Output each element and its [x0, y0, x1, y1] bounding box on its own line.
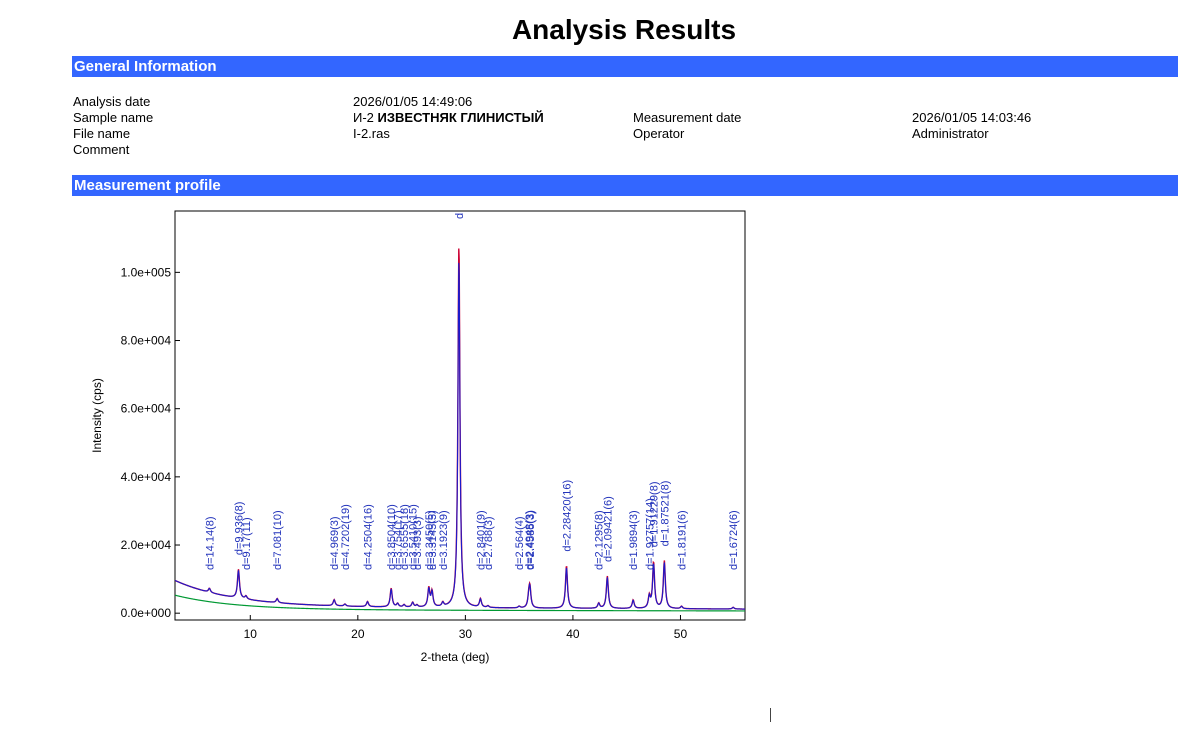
peak-label: d=14.14(8)	[204, 516, 216, 570]
x-tick-label: 30	[459, 627, 473, 641]
background-series	[175, 594, 745, 612]
peak-label: d=1.91229(8)	[649, 482, 661, 548]
peak-label: d	[454, 213, 466, 219]
peak-label: d=2.8401(9)	[475, 510, 487, 570]
y-tick-label: 8.0e+004	[121, 334, 172, 348]
x-tick-label: 20	[351, 627, 365, 641]
report-title: Analysis Results	[511, 14, 737, 45]
comment-label: Comment	[73, 142, 130, 157]
peak-label: d=3.493(3)	[412, 516, 424, 570]
peak-label: d=3.754(17)	[393, 510, 405, 570]
peak-label: d=1.92757(14)	[644, 498, 656, 570]
peak-label: d=3.3145(5)	[427, 510, 439, 570]
analysis-date-label: Analysis date	[73, 94, 151, 109]
operator-value: Administrator	[912, 126, 989, 141]
y-tick-label: 1.0e+005	[121, 265, 172, 279]
y-tick-label: 0.0e+000	[121, 606, 172, 620]
peak-label: d=7.081(10)	[272, 510, 284, 570]
peak-label: d=9.936(8)	[233, 502, 245, 556]
calculated-series	[175, 262, 745, 610]
peak-label: d=2.4585(3)	[525, 510, 537, 570]
peak-label: d=2.28420(16)	[561, 480, 573, 552]
peak-label: d=2.1295(8)	[594, 510, 606, 570]
peak-label: d=1.9894(3)	[628, 510, 640, 570]
measurement-date-label: Measurement date	[633, 110, 742, 125]
plot-frame	[174, 210, 746, 621]
analysis-date-value: 2026/01/05 14:49:06	[353, 94, 473, 109]
sample-name-value: И-2 ИЗВЕСТНЯК ГЛИНИСТЫЙ	[353, 110, 544, 125]
peak-label: d=1.87521(8)	[659, 481, 671, 547]
peak-label: d=3.3450(5)	[424, 510, 436, 570]
x-tick-label: 50	[674, 627, 688, 641]
peak-label: d=4.7202(19)	[340, 504, 352, 570]
peak-label: d=4.2504(16)	[363, 504, 375, 570]
operator-label: Operator	[633, 126, 685, 141]
x-tick-label: 40	[566, 627, 580, 641]
file-name-value: I-2.ras	[353, 126, 390, 141]
peak-label: d=9.17(11)	[241, 517, 253, 570]
peak-label: d=4.969(3)	[329, 516, 341, 570]
general-info-table: Analysis date 2026/01/05 14:49:06 Sample…	[73, 94, 1173, 158]
y-axis-label: Intensity (cps)	[90, 378, 104, 453]
text-cursor	[770, 708, 771, 722]
section-measurement-profile: Measurement profile	[72, 175, 1178, 196]
x-axis-label: 2-theta (deg)	[421, 650, 490, 664]
section-general-information: General Information	[72, 56, 1178, 77]
file-name-label: File name	[73, 126, 131, 141]
peak-label: d=1.6724(6)	[728, 510, 740, 570]
y-tick-label: 2.0e+004	[121, 538, 172, 552]
peak-label: d=1.8191(6)	[677, 510, 689, 570]
peak-label: d=2.4948(3)	[524, 510, 536, 570]
peak-label: d=2.09421(6)	[602, 496, 614, 562]
x-tick-label: 10	[244, 627, 258, 641]
peak-label: d=2.788(3)	[483, 516, 495, 570]
peak-label: d=2.564(4)	[514, 516, 526, 570]
y-tick-label: 4.0e+004	[121, 470, 172, 484]
peak-label: d=3.6555(18)	[399, 504, 411, 570]
peak-label: d=3.5410(15)	[408, 504, 420, 570]
peak-label: d=3.8504(10)	[386, 504, 398, 570]
y-tick-label: 6.0e+004	[121, 402, 172, 416]
sample-name-label: Sample name	[73, 110, 154, 125]
peak-label: d=3.1923(9)	[438, 510, 450, 570]
measurement-date-value: 2026/01/05 14:03:46	[912, 110, 1032, 125]
